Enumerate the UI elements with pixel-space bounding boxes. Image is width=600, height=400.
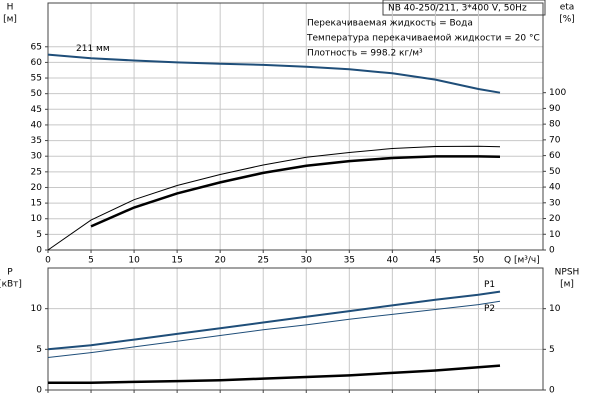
y2-tick-label: 40	[549, 183, 561, 193]
series-line	[48, 364, 501, 384]
title-box	[382, 0, 546, 16]
y2-tick-label: 5	[549, 345, 555, 355]
series-line	[47, 300, 501, 358]
x-tick-label: 35	[344, 256, 355, 266]
y-tick-label: 40	[31, 120, 43, 130]
plot-frame	[47, 267, 544, 391]
y-tick-label: 65	[31, 42, 42, 52]
x-tick-label: 50	[473, 256, 485, 266]
y-tick-label: 55	[31, 74, 42, 84]
y-tick-label: 15	[31, 199, 42, 209]
y2-tick-label: 70	[549, 135, 561, 145]
annotation: Плотность = 998.2 кг/м³	[307, 49, 423, 59]
x-tick-label: 30	[301, 256, 313, 266]
x-tick-label: 25	[257, 256, 268, 266]
y-tick-label: 0	[36, 386, 42, 396]
series-line	[47, 145, 501, 251]
series-line	[47, 53, 501, 94]
curve-label: 211 мм	[76, 44, 110, 54]
y2-axis-label: eta	[560, 3, 575, 13]
x-tick-label: 45	[430, 256, 441, 266]
y2-tick-label: 10	[549, 230, 561, 240]
curve-label: P1	[484, 280, 495, 290]
series-line	[90, 155, 501, 228]
y-tick-label: 30	[31, 152, 43, 162]
y2-tick-label: 30	[549, 198, 561, 208]
y-tick-label: 5	[36, 230, 42, 240]
y-tick-label: 5	[36, 345, 42, 355]
y2-tick-label: 50	[549, 167, 561, 177]
x-tick-label: 15	[171, 256, 182, 266]
y-tick-label: 45	[31, 105, 42, 115]
x-tick-label: 10	[128, 256, 140, 266]
x-axis-label: Q [м³/ч]	[504, 256, 540, 266]
x-tick-label: 40	[387, 256, 399, 266]
y-axis-label: [м]	[3, 15, 17, 25]
y-axis-label: P	[7, 268, 13, 278]
y-axis-label: H	[7, 3, 14, 13]
curve-label: P2	[484, 304, 495, 314]
y-axis-label: [кВт]	[0, 280, 22, 290]
annotation: Температура перекачиваемой жидкости = 20…	[306, 34, 540, 44]
y-tick-label: 25	[31, 167, 42, 177]
plot-frame	[47, 2, 544, 251]
y2-tick-label: 90	[549, 104, 561, 114]
y-tick-label: 10	[31, 304, 43, 314]
y2-tick-label: 20	[549, 214, 561, 224]
x-tick-label: 5	[88, 256, 94, 266]
y-tick-label: 35	[31, 136, 42, 146]
x-tick-label: 20	[214, 256, 226, 266]
chart-title: NB 40-250/211, 3*400 V, 50Hz	[388, 4, 527, 14]
y2-axis-label: [м]	[560, 280, 574, 290]
y-tick-label: 60	[31, 58, 43, 68]
y-tick-label: 10	[31, 214, 43, 224]
y-tick-label: 20	[31, 183, 43, 193]
series-line	[47, 290, 501, 351]
y2-axis-label: [%]	[559, 15, 575, 25]
x-tick-label: 0	[45, 256, 51, 266]
y-tick-label: 50	[31, 89, 43, 99]
y2-tick-label: 80	[549, 120, 561, 130]
y2-tick-label: 0	[549, 246, 555, 256]
annotation: Перекачиваемая жидкость = Вода	[307, 19, 473, 29]
y2-tick-label: 0	[549, 386, 555, 396]
y-tick-label: 0	[36, 246, 42, 256]
y2-tick-label: 60	[549, 151, 561, 161]
y2-axis-label: NPSH	[555, 268, 580, 278]
y2-tick-label: 10	[549, 304, 561, 314]
y2-tick-label: 100	[549, 88, 566, 98]
